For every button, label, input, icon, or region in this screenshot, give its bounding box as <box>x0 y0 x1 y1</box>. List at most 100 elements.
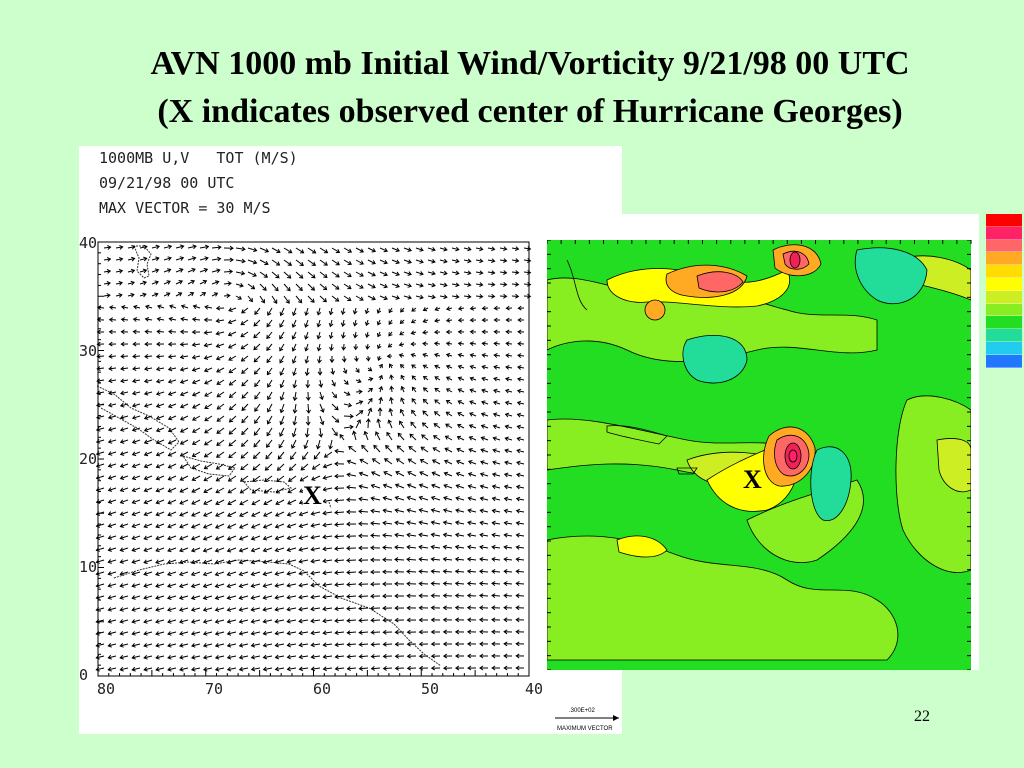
wind-vector-arrowhead <box>253 247 258 253</box>
wind-vector-arrow <box>346 486 357 489</box>
wind-vector-arrow <box>371 619 381 621</box>
wind-vector-arrowhead <box>179 619 184 624</box>
wind-vector-arrow <box>227 595 237 599</box>
wind-vector-arrow <box>132 559 141 563</box>
wind-vector-arrow <box>155 571 165 576</box>
wind-vector-arrowhead <box>274 571 279 576</box>
wind-vector-arrow <box>132 499 141 504</box>
wind-vector-arrowhead <box>370 520 375 526</box>
wind-vector-arrow <box>299 655 309 658</box>
wind-vector-arrowhead <box>154 268 160 274</box>
wind-vector-arrow <box>299 559 309 563</box>
wind-vector-arrowhead <box>493 341 498 347</box>
wind-vector-arrowhead <box>238 654 244 660</box>
wind-vector-arrowhead <box>467 520 472 526</box>
wind-vector-arrow <box>434 387 441 393</box>
wind-vector-arrowhead <box>377 344 382 350</box>
wind-vector-arrow <box>275 655 285 658</box>
wind-vector-arrow <box>263 547 273 552</box>
wind-vector-arrowhead <box>302 455 307 461</box>
wind-vector-arrowhead <box>119 666 124 672</box>
wind-vector-arrowhead <box>274 606 279 612</box>
wind-vector-arrowhead <box>335 285 340 290</box>
wind-vector-arrowhead <box>253 370 259 375</box>
wind-vector-arrowhead <box>298 500 304 505</box>
wind-vector-arrowhead <box>491 581 496 586</box>
wind-vector-arrowhead <box>334 546 339 552</box>
wind-vector-arrowhead <box>469 353 474 358</box>
wind-vector-arrow <box>227 511 237 517</box>
wind-vector-arrowhead <box>167 341 173 347</box>
wind-vector-arrowhead <box>491 653 496 659</box>
wind-vector-arrow <box>323 583 333 586</box>
wind-vector-arrow <box>330 331 333 339</box>
wind-vector-arrow <box>383 484 393 489</box>
wind-vector-arrowhead <box>227 512 232 517</box>
wind-vector-arrow <box>420 446 429 453</box>
wind-vector-arrow <box>211 246 221 249</box>
wind-vector-arrow <box>323 511 333 514</box>
wind-vector-arrow <box>275 547 285 552</box>
wind-vector-arrow <box>215 607 225 611</box>
wind-vector-arrowhead <box>120 390 125 396</box>
wind-vector-arrow <box>132 619 141 623</box>
wind-vector-arrowhead <box>469 376 474 382</box>
wind-vector-arrow <box>323 463 333 468</box>
wind-vector-arrow <box>343 379 349 385</box>
wind-vector-arrowhead <box>317 359 322 364</box>
wind-vector-arrow <box>367 388 373 393</box>
wind-vector-arrowhead <box>286 606 291 612</box>
wind-vector-arrowhead <box>406 653 411 659</box>
wind-vector-arrow <box>319 259 328 266</box>
wind-vector-arrowhead <box>514 246 520 252</box>
wind-vector-arrowhead <box>167 535 172 541</box>
wind-vector-arrowhead <box>304 335 309 340</box>
wind-vector-arrow <box>227 535 237 540</box>
wind-vector-arrowhead <box>155 244 160 250</box>
wind-vector-arrow <box>139 246 148 249</box>
wind-vector-arrowhead <box>442 605 447 611</box>
wind-vector-arrow <box>187 257 196 261</box>
wind-vector-arrowhead <box>322 594 327 600</box>
wind-vector-arrow <box>205 306 213 309</box>
wind-vector-arrow <box>364 431 369 441</box>
wind-vector-arrowhead <box>286 559 291 564</box>
wind-vector-arrow <box>228 331 237 336</box>
color-key-swatch <box>986 214 1022 227</box>
wind-vector-arrow <box>335 667 345 670</box>
wind-vector-arrowhead <box>167 619 172 624</box>
wind-vector-arrowhead <box>334 498 339 503</box>
wind-vector-arrow <box>204 451 213 458</box>
wind-vector-arrow <box>115 282 123 285</box>
wind-vector-arrow <box>275 559 285 563</box>
wind-vector-arrowhead <box>287 488 292 494</box>
wind-vector-arrowhead <box>407 283 412 288</box>
wind-vector-arrow <box>215 571 225 576</box>
wind-vector-arrowhead <box>346 557 351 563</box>
wind-vector-arrowhead <box>132 329 137 335</box>
wind-vector-arrow <box>167 667 177 671</box>
wind-vector-arrowhead <box>108 317 114 323</box>
wind-vector-arrow <box>120 523 129 528</box>
wind-vector-arrow <box>287 511 297 516</box>
wind-vector-arrowhead <box>189 292 195 297</box>
wind-vector-arrowhead <box>349 424 354 430</box>
wind-vector-arrow <box>293 367 297 376</box>
wind-vector-arrowhead <box>107 523 113 528</box>
wind-vector-arrowhead <box>480 448 485 453</box>
wind-vector-arrow <box>346 559 357 561</box>
wind-vector-arrow <box>192 391 201 396</box>
wind-vector-arrow <box>517 413 525 417</box>
wind-vector-arrowhead <box>238 559 244 565</box>
wind-vector-arrowhead <box>503 569 508 574</box>
wind-vector-arrow <box>482 307 489 309</box>
wind-vector-arrowhead <box>226 559 232 565</box>
wind-vector-arrow <box>211 281 219 285</box>
wind-vector-arrowhead <box>358 533 363 539</box>
wind-vector-arrowhead <box>241 430 246 436</box>
wind-vector-arrow <box>167 523 177 528</box>
wind-vector-arrowhead <box>422 410 427 415</box>
wind-vector-arrowhead <box>132 378 137 384</box>
wind-vector-arrow <box>251 655 261 659</box>
wind-vector-arrowhead <box>394 665 399 671</box>
